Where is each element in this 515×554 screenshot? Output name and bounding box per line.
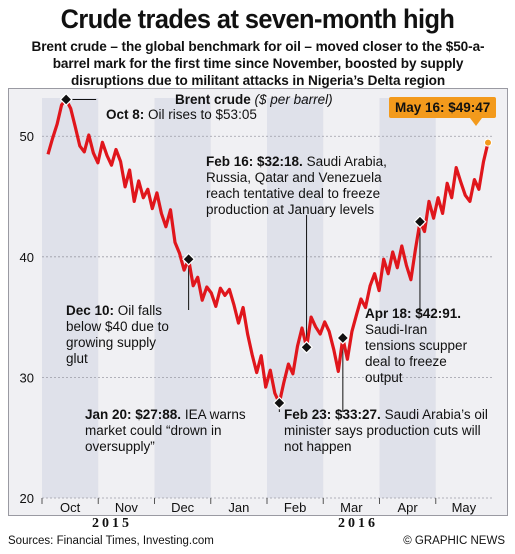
annotation-apr18: Apr 18: $42:91. Saudi-Iran tensions scup… xyxy=(365,306,468,385)
x-tick-label: May xyxy=(452,500,477,515)
page-title: Crude trades at seven-month high xyxy=(60,4,455,34)
month-band xyxy=(379,98,436,498)
credit-note: © GRAPHIC NEWS xyxy=(403,535,505,547)
y-tick-label: 20 xyxy=(20,491,34,506)
x-tick-label: Apr xyxy=(398,500,419,515)
annotation-marker xyxy=(272,396,286,410)
annotation-feb16: Feb 16: $32:18. Saudi Arabia, Russia, Qa… xyxy=(206,154,387,217)
month-band xyxy=(42,98,99,498)
year-label-2015: 2015 xyxy=(88,516,136,532)
x-tick-label: Feb xyxy=(284,500,306,515)
annotation-marker xyxy=(182,252,196,266)
page-subtitle: Brent crude – the global benchmark for o… xyxy=(31,39,485,88)
series-line xyxy=(46,97,490,405)
y-tick-label: 40 xyxy=(20,250,34,265)
y-tick-label: 50 xyxy=(20,129,34,144)
x-axis-ticks: Oct Nov Dec Jan Feb Mar Apr May xyxy=(41,498,477,515)
annotation-marker xyxy=(336,331,350,345)
month-bands xyxy=(42,98,436,498)
current-marker xyxy=(484,138,492,147)
y-axis-ticks: 20 30 40 50 xyxy=(20,129,34,506)
chart-unit: ($ per barrel) xyxy=(254,92,333,107)
x-tick-label: Oct xyxy=(60,500,81,515)
annotation-jan20: Jan 20: $27:88. IEA warns market could “… xyxy=(85,407,246,454)
year-label-2016: 2016 xyxy=(334,516,382,532)
annotation-oct8: Oct 8: Oil rises to $53:05 xyxy=(106,107,257,122)
y-tick-label: 30 xyxy=(20,370,34,385)
month-band xyxy=(267,98,324,498)
axis-title: Brent crude ($ per barrel) xyxy=(175,92,333,107)
annotation-feb23: Feb 23: $33:27. Saudi Arabia’s oil minis… xyxy=(284,407,488,454)
x-tick-label: Jan xyxy=(228,500,249,515)
x-tick-label: Mar xyxy=(340,500,363,515)
sources-note: Sources: Financial Times, Investing.com xyxy=(8,535,214,547)
annotation-dec10: Dec 10: Oil falls below $40 due to growi… xyxy=(66,303,169,366)
annotation-marker xyxy=(59,92,73,106)
annotation-marker xyxy=(300,340,314,354)
chart-title: Brent crude xyxy=(175,92,251,107)
annotation-markers xyxy=(59,92,492,410)
annotation-marker xyxy=(413,215,427,229)
x-tick-label: Nov xyxy=(115,500,139,515)
current-price-tag: May 16: $49:47 xyxy=(389,97,497,126)
x-tick-label: Dec xyxy=(171,500,195,515)
